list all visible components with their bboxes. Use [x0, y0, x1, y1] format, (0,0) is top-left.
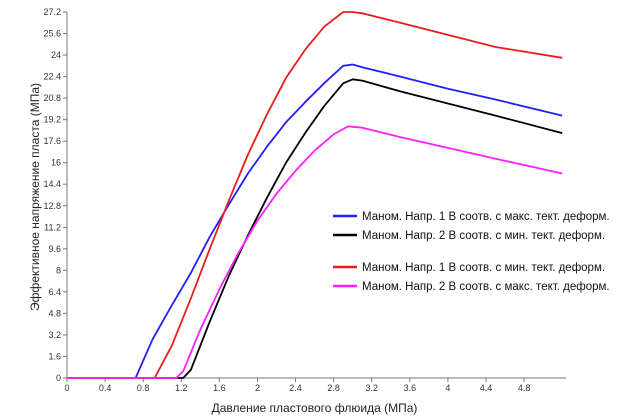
y-tick-label: 27.2 — [43, 7, 61, 17]
y-tick-label: 11.2 — [44, 222, 61, 232]
x-tick-label: 4.4 — [480, 383, 493, 393]
y-tick-label: 6.4 — [48, 287, 61, 297]
x-axis-title: Давление пластового флюида (МПа) — [212, 401, 418, 415]
y-tick-label: 20.8 — [43, 93, 61, 103]
x-tick-label: 3.2 — [365, 383, 378, 393]
y-tick-label: 4.8 — [48, 308, 61, 318]
y-tick-label: 9.6 — [48, 244, 61, 254]
y-tick-label: 0 — [56, 373, 61, 383]
y-tick-label: 12.8 — [43, 201, 61, 211]
x-tick-label: 0 — [64, 383, 69, 393]
x-tick-label: 2.8 — [327, 383, 340, 393]
x-tick-label: 1.2 — [175, 383, 188, 393]
y-axis-title: Эффективное напряжение пласта (МПа) — [28, 83, 42, 311]
series-line-1 — [67, 63, 563, 379]
x-tick-label: 4.8 — [518, 383, 531, 393]
series-line-4 — [67, 125, 563, 379]
x-tick-label: 0.8 — [137, 383, 150, 393]
y-axis-ticks: 0 1.6 3.2 4.8 6.4 8 9.6 11.2 12.8 14.4 16 17.6 19.2 2… — [43, 7, 67, 383]
y-tick-label: 14.4 — [43, 179, 61, 189]
y-tick-label: 1.6 — [48, 351, 61, 361]
y-tick-label: 8 — [56, 265, 61, 275]
x-axis-ticks: 0 0.4 0.8 1.2 1.6 2 2.4 2.8 3.2 3.6 4 4.4 4.8 — [64, 378, 530, 393]
y-tick-label: 16 — [51, 158, 61, 168]
x-tick-label: 2.4 — [289, 383, 302, 393]
y-tick-label: 19.2 — [43, 115, 61, 125]
y-tick-label: 24 — [51, 50, 61, 60]
legend-label-3: Маном. Напр. 1 В соотв. с мин. тект. деф… — [362, 262, 605, 274]
legend-label-2: Маном. Напр. 2 В соотв. с мин. тект. деф… — [362, 230, 605, 242]
x-tick-label: 1.6 — [213, 383, 226, 393]
legend-label-1: Маном. Напр. 1 В соотв. с макс. тект. де… — [362, 211, 610, 223]
x-tick-label: 2 — [255, 383, 260, 393]
series-line-3 — [67, 11, 563, 379]
axes — [66, 12, 566, 379]
legend-label-4: Маном. Напр. 2 В соотв. с макс. тект. де… — [362, 281, 610, 293]
series-line-2 — [67, 78, 563, 379]
legend: Маном. Напр. 1 В соотв. с макс. тект. де… — [333, 211, 610, 293]
y-tick-label: 25.6 — [43, 29, 61, 39]
x-tick-label: 4 — [445, 383, 450, 393]
y-tick-label: 22.4 — [43, 72, 61, 82]
y-tick-label: 3.2 — [48, 330, 61, 340]
x-tick-label: 0.4 — [99, 383, 112, 393]
x-tick-label: 3.6 — [404, 383, 417, 393]
y-tick-label: 17.6 — [43, 136, 61, 146]
series-lines — [67, 11, 563, 379]
